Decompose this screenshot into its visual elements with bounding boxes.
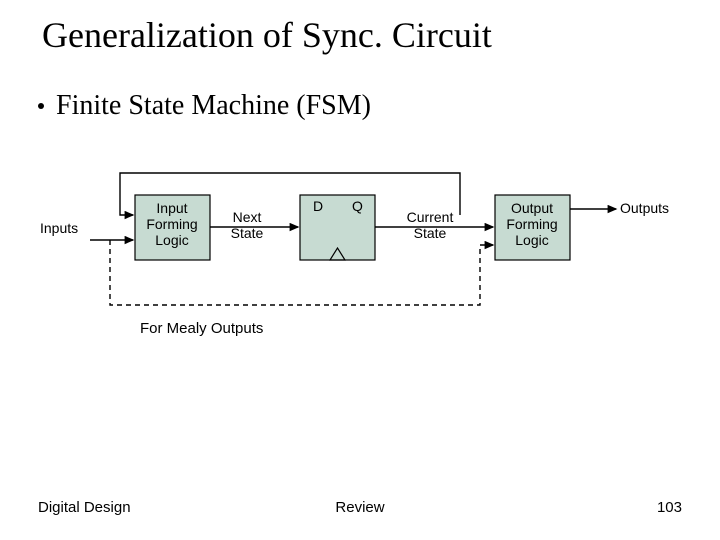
bullet-dot-icon	[38, 103, 44, 109]
flipflop-box	[300, 195, 375, 260]
ff-q-label: Q	[352, 198, 363, 214]
footer-right: 103	[657, 499, 682, 516]
fsm-diagram: Input Forming Logic D Q Output Forming L…	[40, 165, 690, 385]
ifl-line1: Input	[156, 200, 187, 216]
inputs-label: Inputs	[40, 220, 78, 236]
ofl-line2: Forming	[506, 216, 557, 232]
ifl-line2: Forming	[146, 216, 197, 232]
currentstate-label1: Current	[407, 209, 454, 225]
outputs-label: Outputs	[620, 200, 669, 216]
ofl-line3: Logic	[515, 232, 548, 248]
bullet-item: Finite State Machine (FSM)	[38, 90, 371, 122]
currentstate-label2: State	[414, 225, 447, 241]
nextstate-label1: Next	[233, 209, 262, 225]
slide-title: Generalization of Sync. Circuit	[42, 14, 492, 56]
footer-center: Review	[0, 499, 720, 516]
mealy-label: For Mealy Outputs	[140, 320, 263, 337]
bullet-text: Finite State Machine (FSM)	[56, 90, 371, 121]
ifl-line3: Logic	[155, 232, 188, 248]
ff-d-label: D	[313, 198, 323, 214]
nextstate-label2: State	[231, 225, 264, 241]
ofl-line1: Output	[511, 200, 553, 216]
